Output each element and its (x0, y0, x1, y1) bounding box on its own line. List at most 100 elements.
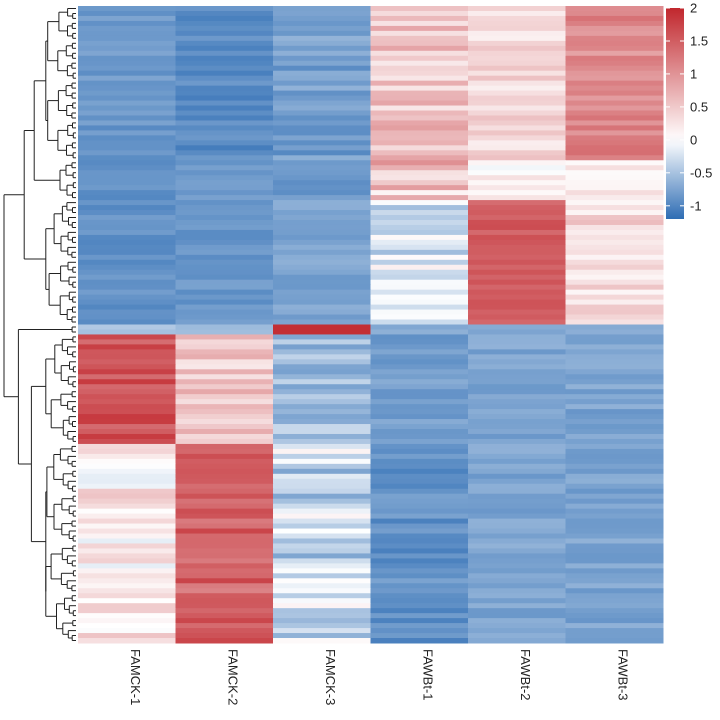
heatmap-cell (273, 548, 371, 554)
heatmap-cell (175, 369, 274, 375)
heatmap-cell (175, 35, 274, 42)
heatmap-cell (78, 543, 176, 549)
heatmap-cell (78, 309, 176, 316)
heatmap-cell (468, 45, 566, 52)
heatmap-cell (468, 453, 566, 460)
heatmap-cell (273, 130, 371, 136)
heatmap-cell (370, 200, 469, 206)
heatmap-cell (273, 259, 371, 266)
legend-tick-label: 0.5 (690, 99, 708, 114)
heatmap-cell (468, 60, 566, 67)
heatmap-cell (565, 289, 664, 296)
heatmap-cell (370, 424, 469, 430)
heatmap-cell (273, 528, 371, 535)
heatmap-cell (370, 299, 469, 306)
heatmap-cell (370, 10, 469, 17)
heatmap-cell (78, 259, 176, 266)
heatmap-cell (175, 150, 274, 156)
heatmap-cell (78, 30, 176, 37)
heatmap-cell (370, 598, 469, 604)
heatmap-cell (175, 324, 274, 330)
heatmap-cell (175, 528, 274, 535)
heatmap-cell (370, 453, 469, 460)
heatmap-cell (78, 299, 176, 306)
heatmap-cell (468, 468, 566, 475)
heatmap-cell (273, 55, 371, 62)
heatmap-cell (565, 593, 664, 599)
heatmap-cell (370, 603, 469, 609)
heatmap-cell (468, 389, 566, 395)
heatmap-cell (273, 478, 371, 485)
heatmap-cell (565, 115, 664, 121)
heatmap-cell (273, 264, 371, 271)
heatmap-cell (175, 458, 274, 465)
heatmap-cell (565, 379, 664, 385)
heatmap-cell (565, 205, 664, 211)
heatmap-cell (78, 518, 176, 525)
heatmap-cell (565, 65, 664, 72)
heatmap-cell (273, 473, 371, 480)
heatmap-cell (565, 498, 664, 505)
heatmap-cell (565, 488, 664, 495)
heatmap-cell (468, 269, 566, 276)
heatmap-cell (468, 533, 566, 539)
heatmap-cell (78, 120, 176, 126)
heatmap-cell (175, 100, 274, 107)
heatmap-cell (468, 369, 566, 375)
heatmap-cell (565, 334, 664, 340)
heatmap-cell (175, 105, 274, 112)
heatmap-cell (468, 40, 566, 47)
heatmap-cell (565, 50, 664, 57)
heatmap-cell (370, 384, 469, 390)
heatmap-cell (273, 115, 371, 121)
heatmap-cell (370, 125, 469, 131)
heatmap-cell (468, 234, 566, 241)
heatmap-cell (78, 573, 176, 579)
heatmap-cell (175, 274, 274, 281)
heatmap-cell (370, 70, 469, 77)
heatmap-cell (175, 65, 274, 72)
heatmap-cell (468, 498, 566, 505)
heatmap-cell (370, 25, 469, 32)
heatmap-cell (273, 289, 371, 296)
heatmap-cell (370, 329, 469, 335)
heatmap-cell (565, 210, 664, 216)
heatmap-cell (273, 623, 371, 629)
heatmap-cell (370, 135, 469, 141)
heatmap-cell (175, 508, 274, 515)
heatmap-cell (370, 463, 469, 470)
heatmap-cell (565, 40, 664, 47)
heatmap-cell (78, 399, 176, 405)
heatmap-cell (78, 618, 176, 624)
heatmap-cell (175, 394, 274, 400)
heatmap-cell (468, 224, 566, 231)
heatmap-cell (468, 175, 566, 181)
heatmap-cell (468, 359, 566, 365)
heatmap-cell (370, 438, 469, 445)
heatmap-cell (273, 239, 371, 246)
heatmap-cell (273, 334, 371, 340)
heatmap-cell (565, 244, 664, 251)
heatmap-cell (565, 528, 664, 535)
heatmap-cell (468, 458, 566, 465)
heatmap-cell (78, 10, 176, 17)
heatmap-cell (78, 249, 176, 256)
heatmap-cell (565, 473, 664, 480)
heatmap-cell (273, 364, 371, 370)
heatmap-cell (175, 50, 274, 57)
heatmap-cell (468, 155, 566, 161)
heatmap-cell (175, 244, 274, 251)
heatmap-cell (78, 6, 176, 12)
heatmap-cell (565, 359, 664, 365)
heatmap-cell (273, 135, 371, 141)
heatmap-cell (370, 419, 469, 425)
heatmap-cell (175, 404, 274, 410)
heatmap-cell (565, 409, 664, 415)
heatmap-cell (78, 314, 176, 321)
heatmap-cell (78, 349, 176, 355)
heatmap-cell (468, 90, 566, 97)
heatmap-cell (370, 215, 469, 221)
heatmap-cell (565, 394, 664, 400)
heatmap-cell (273, 448, 371, 455)
